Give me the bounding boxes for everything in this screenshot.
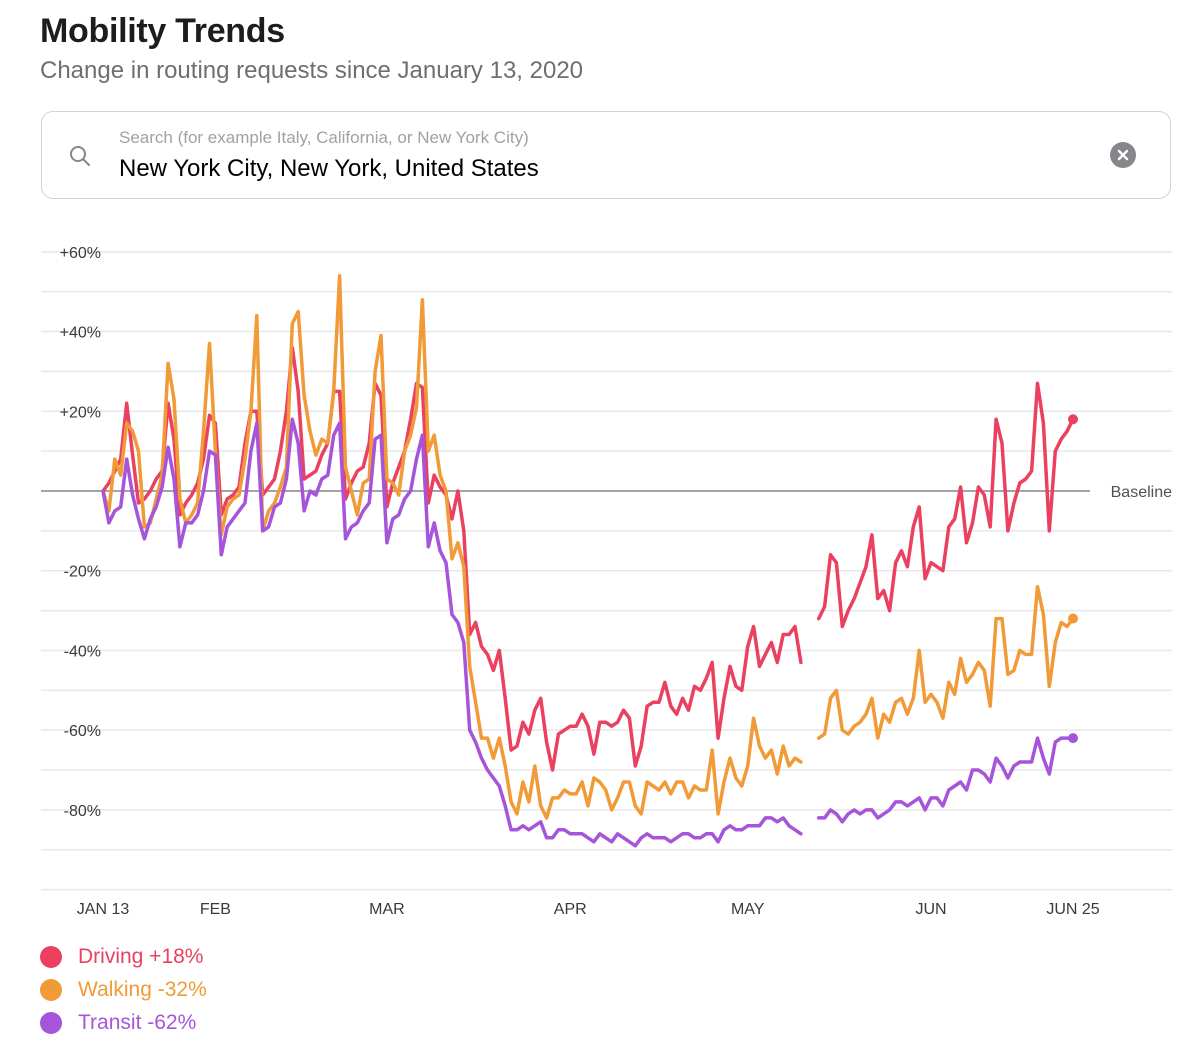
series-transit [101, 417, 1078, 848]
search-icon [70, 146, 90, 166]
driving-dot-icon [40, 945, 62, 968]
baseline-label: Baseline [1111, 484, 1172, 501]
x-tick-label: FEB [200, 901, 231, 918]
y-tick-label: -80% [64, 803, 101, 820]
legend-label: Walking -32% [78, 977, 207, 1001]
transit-line [101, 417, 803, 848]
legend-label: Transit -62% [78, 1010, 197, 1034]
y-tick-label: -20% [64, 564, 101, 581]
search-input[interactable] [119, 155, 1019, 183]
transit-end-marker [1068, 733, 1078, 744]
legend-label: Driving +18% [78, 944, 204, 968]
y-tick-label: -40% [64, 643, 101, 660]
mobility-chart: +60% +40% +20% -20% -40% -60% -80% Baseline JAN … [41, 245, 1172, 918]
transit-dot-icon [40, 1011, 62, 1034]
transit-line [816, 736, 1075, 824]
legend-item-driving[interactable]: Driving +18% [40, 940, 207, 973]
walking-dot-icon [40, 978, 62, 1001]
x-tick-label: MAY [731, 901, 765, 918]
y-tick-label: +60% [60, 245, 101, 262]
search-placeholder: Search (for example Italy, California, o… [119, 128, 529, 147]
y-tick-label: +20% [60, 404, 101, 421]
clear-icon [1117, 149, 1129, 161]
x-tick-label: JAN 13 [77, 901, 130, 918]
x-tick-label: APR [554, 901, 587, 918]
walking-line [816, 584, 1075, 740]
driving-end-marker [1068, 414, 1078, 425]
clear-search-button[interactable] [1110, 142, 1136, 168]
walking-line [101, 274, 803, 820]
x-tick-label: JUN [915, 901, 946, 918]
page-subtitle: Change in routing requests since January… [40, 57, 584, 84]
legend-item-transit[interactable]: Transit -62% [40, 1006, 207, 1039]
x-tick-label: MAR [369, 901, 405, 918]
legend: Driving +18% Walking -32% Transit -62% [40, 940, 207, 1039]
legend-item-walking[interactable]: Walking -32% [40, 973, 207, 1006]
x-tick-label: JUN 25 [1046, 901, 1099, 918]
walking-end-marker [1068, 613, 1078, 624]
y-tick-label: -60% [64, 723, 101, 740]
y-tick-label: +40% [60, 325, 101, 342]
page-title: Mobility Trends [40, 12, 285, 50]
driving-line [816, 381, 1075, 629]
search-box[interactable]: Search (for example Italy, California, o… [41, 111, 1171, 199]
